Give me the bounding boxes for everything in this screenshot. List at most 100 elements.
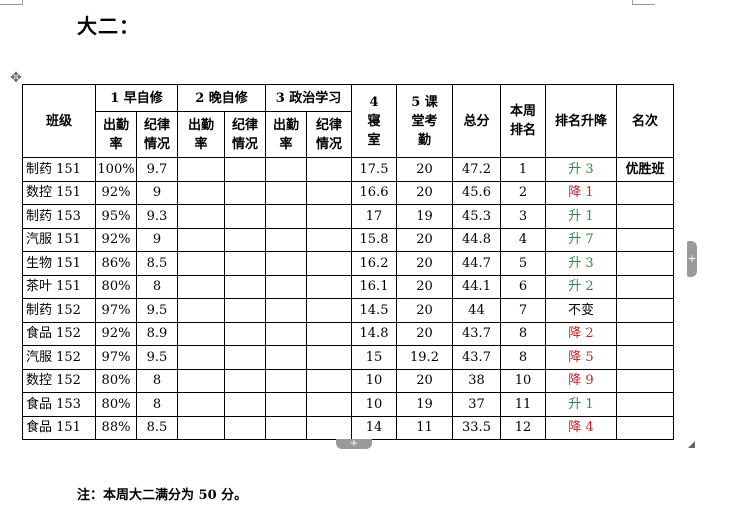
- cell-placing[interactable]: [616, 345, 674, 370]
- cell-name[interactable]: 汽服 152: [22, 345, 96, 370]
- cell-dis1[interactable]: 8.5: [136, 415, 178, 440]
- cell-total[interactable]: 47.2: [452, 157, 501, 182]
- cell-name[interactable]: 制药 153: [22, 204, 96, 229]
- cell-rank[interactable]: 8: [500, 321, 546, 346]
- cell-att1[interactable]: 92%: [95, 227, 137, 252]
- cell-classroom[interactable]: 20: [396, 180, 453, 205]
- cell-classroom[interactable]: 11: [396, 415, 453, 440]
- cell-dis3[interactable]: [306, 274, 352, 299]
- cell-dis2[interactable]: [224, 180, 266, 205]
- cell-dorm[interactable]: 16.2: [351, 251, 397, 276]
- cell-change[interactable]: 降 2: [545, 321, 617, 346]
- cell-att3[interactable]: [265, 298, 307, 323]
- cell-dorm[interactable]: 15.8: [351, 227, 397, 252]
- cell-att2[interactable]: [177, 274, 225, 299]
- cell-att3[interactable]: [265, 415, 307, 440]
- cell-att1[interactable]: 80%: [95, 368, 137, 393]
- cell-placing[interactable]: 优胜班: [616, 157, 674, 182]
- table-resize-handle-icon[interactable]: [688, 441, 695, 448]
- cell-dis1[interactable]: 9.7: [136, 157, 178, 182]
- cell-dis1[interactable]: 8: [136, 392, 178, 417]
- add-column-plus-icon[interactable]: +: [687, 241, 697, 277]
- cell-rank[interactable]: 5: [500, 251, 546, 276]
- cell-total[interactable]: 38: [452, 368, 501, 393]
- cell-att3[interactable]: [265, 180, 307, 205]
- cell-att2[interactable]: [177, 321, 225, 346]
- cell-att3[interactable]: [265, 227, 307, 252]
- cell-dis3[interactable]: [306, 392, 352, 417]
- cell-classroom[interactable]: 19: [396, 204, 453, 229]
- cell-change[interactable]: 降 1: [545, 180, 617, 205]
- cell-att3[interactable]: [265, 368, 307, 393]
- cell-dorm[interactable]: 14.8: [351, 321, 397, 346]
- cell-att3[interactable]: [265, 392, 307, 417]
- cell-att1[interactable]: 92%: [95, 180, 137, 205]
- cell-dis1[interactable]: 9.5: [136, 298, 178, 323]
- cell-placing[interactable]: [616, 298, 674, 323]
- cell-change[interactable]: 升 7: [545, 227, 617, 252]
- cell-placing[interactable]: [616, 204, 674, 229]
- cell-change[interactable]: 降 9: [545, 368, 617, 393]
- cell-dorm[interactable]: 15: [351, 345, 397, 370]
- cell-name[interactable]: 数控 151: [22, 180, 96, 205]
- cell-placing[interactable]: [616, 392, 674, 417]
- cell-rank[interactable]: 4: [500, 227, 546, 252]
- cell-total[interactable]: 43.7: [452, 345, 501, 370]
- cell-placing[interactable]: [616, 321, 674, 346]
- cell-classroom[interactable]: 20: [396, 274, 453, 299]
- cell-att1[interactable]: 100%: [95, 157, 137, 182]
- cell-att3[interactable]: [265, 251, 307, 276]
- cell-att3[interactable]: [265, 321, 307, 346]
- cell-dis1[interactable]: 9: [136, 180, 178, 205]
- cell-att3[interactable]: [265, 157, 307, 182]
- cell-dis3[interactable]: [306, 321, 352, 346]
- cell-dis3[interactable]: [306, 345, 352, 370]
- cell-change[interactable]: 升 3: [545, 157, 617, 182]
- cell-att3[interactable]: [265, 274, 307, 299]
- cell-placing[interactable]: [616, 368, 674, 393]
- cell-att1[interactable]: 92%: [95, 321, 137, 346]
- cell-total[interactable]: 44: [452, 298, 501, 323]
- cell-dis3[interactable]: [306, 368, 352, 393]
- cell-att2[interactable]: [177, 415, 225, 440]
- cell-dis1[interactable]: 8.9: [136, 321, 178, 346]
- cell-total[interactable]: 44.7: [452, 251, 501, 276]
- cell-change[interactable]: 降 4: [545, 415, 617, 440]
- cell-dis2[interactable]: [224, 251, 266, 276]
- cell-rank[interactable]: 3: [500, 204, 546, 229]
- cell-name[interactable]: 食品 151: [22, 415, 96, 440]
- cell-att1[interactable]: 80%: [95, 392, 137, 417]
- cell-classroom[interactable]: 20: [396, 298, 453, 323]
- cell-name[interactable]: 食品 152: [22, 321, 96, 346]
- cell-att2[interactable]: [177, 345, 225, 370]
- cell-change[interactable]: 升 1: [545, 204, 617, 229]
- cell-change[interactable]: 升 1: [545, 392, 617, 417]
- cell-att1[interactable]: 97%: [95, 345, 137, 370]
- cell-dis2[interactable]: [224, 368, 266, 393]
- cell-att1[interactable]: 86%: [95, 251, 137, 276]
- cell-rank[interactable]: 12: [500, 415, 546, 440]
- cell-classroom[interactable]: 20: [396, 251, 453, 276]
- cell-dorm[interactable]: 14: [351, 415, 397, 440]
- cell-name[interactable]: 食品 153: [22, 392, 96, 417]
- cell-name[interactable]: 生物 151: [22, 251, 96, 276]
- cell-rank[interactable]: 7: [500, 298, 546, 323]
- cell-att1[interactable]: 88%: [95, 415, 137, 440]
- cell-att1[interactable]: 80%: [95, 274, 137, 299]
- cell-placing[interactable]: [616, 415, 674, 440]
- cell-change[interactable]: 升 3: [545, 251, 617, 276]
- table-move-handle-icon[interactable]: ✥: [10, 70, 22, 86]
- cell-dis3[interactable]: [306, 415, 352, 440]
- cell-dorm[interactable]: 10: [351, 368, 397, 393]
- cell-name[interactable]: 数控 152: [22, 368, 96, 393]
- cell-dis2[interactable]: [224, 227, 266, 252]
- cell-dis2[interactable]: [224, 204, 266, 229]
- cell-name[interactable]: 汽服 151: [22, 227, 96, 252]
- cell-total[interactable]: 44.1: [452, 274, 501, 299]
- cell-name[interactable]: 茶叶 151: [22, 274, 96, 299]
- cell-dis2[interactable]: [224, 415, 266, 440]
- cell-dis3[interactable]: [306, 157, 352, 182]
- cell-name[interactable]: 制药 151: [22, 157, 96, 182]
- cell-rank[interactable]: 8: [500, 345, 546, 370]
- cell-total[interactable]: 43.7: [452, 321, 501, 346]
